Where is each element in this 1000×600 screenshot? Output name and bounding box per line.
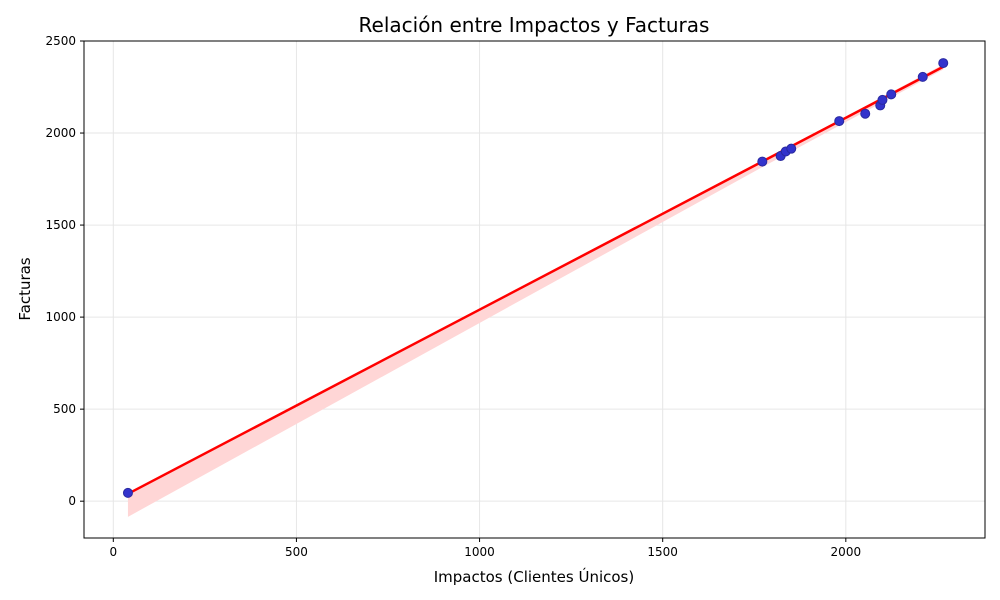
plot-frame <box>83 40 986 539</box>
y-tick-label: 1000 <box>45 310 76 324</box>
data-point <box>877 94 888 105</box>
y-axis-title: Facturas <box>16 257 34 320</box>
data-point <box>757 156 768 167</box>
data-point <box>917 71 928 82</box>
x-ticks: 0 500 1000 1500 2000 <box>109 538 861 559</box>
data-point <box>886 89 897 100</box>
x-tick-label: 1500 <box>647 545 678 559</box>
y-tick-label: 1500 <box>45 218 76 232</box>
data-point <box>834 116 845 127</box>
x-tick-label: 500 <box>285 545 308 559</box>
x-axis-title: Impactos (Clientes Únicos) <box>434 567 634 586</box>
y-tick-label: 0 <box>68 494 76 508</box>
x-tick-label: 2000 <box>831 545 862 559</box>
confidence-band <box>127 64 944 517</box>
y-tick-label: 500 <box>53 402 76 416</box>
data-point <box>122 487 133 498</box>
data-points <box>122 58 949 498</box>
data-point <box>938 58 949 69</box>
y-ticks: 0 500 1000 1500 2000 2500 <box>45 34 84 508</box>
regression-line <box>127 65 944 495</box>
confidence-band-layer <box>127 64 944 517</box>
axes <box>83 40 986 539</box>
y-tick-label: 2000 <box>45 126 76 140</box>
x-tick-label: 0 <box>109 545 117 559</box>
data-point <box>860 108 871 119</box>
chart-title: Relación entre Impactos y Facturas <box>359 13 710 37</box>
y-tick-label: 2500 <box>45 34 76 48</box>
regression-line-layer <box>127 65 944 495</box>
x-tick-label: 1000 <box>464 545 495 559</box>
data-point <box>786 143 797 154</box>
